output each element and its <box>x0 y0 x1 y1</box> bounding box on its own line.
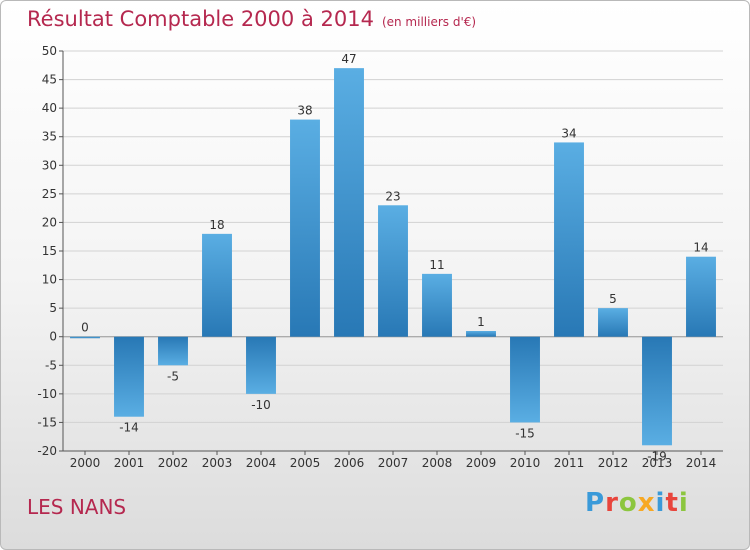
data-label-2012: 5 <box>609 292 617 306</box>
y-tick-label: 0 <box>49 330 57 344</box>
y-tick-label: 35 <box>42 130 57 144</box>
y-tick-label: 40 <box>42 101 57 115</box>
y-tick-label: 25 <box>42 187 57 201</box>
bar-2007[interactable] <box>378 205 408 337</box>
proxiti-logo[interactable]: Proxiti <box>585 488 689 518</box>
bar-2004[interactable] <box>246 336 276 394</box>
data-label-2009: 1 <box>477 315 485 329</box>
bar-2005[interactable] <box>290 119 320 337</box>
chart-subtitle: (en milliers d'€) <box>381 15 477 29</box>
logo-letter: x <box>637 488 656 518</box>
data-label-2003: 18 <box>209 218 224 232</box>
x-tick-label-2006: 2006 <box>334 456 365 470</box>
y-tick-label: 5 <box>49 301 57 315</box>
bar-2002[interactable] <box>158 336 188 366</box>
bar-2014[interactable] <box>686 256 716 337</box>
chart-title-text: Résultat Comptable 2000 à 2014 <box>27 7 374 31</box>
x-tick-label-2014: 2014 <box>686 456 717 470</box>
data-label-2001: -14 <box>119 421 139 435</box>
x-tick-label-2007: 2007 <box>378 456 409 470</box>
x-tick-label-2005: 2005 <box>290 456 321 470</box>
y-tick-label: 15 <box>42 244 57 258</box>
x-axis: 2000 2001 2002 2003 2004 2005 2006 2007 2008 2009… <box>63 450 723 470</box>
data-label-2006: 47 <box>341 52 356 66</box>
data-label-2014: 14 <box>693 241 708 255</box>
data-label-2002: -5 <box>167 369 179 383</box>
bar-2006[interactable] <box>334 68 364 337</box>
y-tick-label: -15 <box>37 415 57 429</box>
x-tick-label-2003: 2003 <box>202 456 233 470</box>
data-label-2000: 0 <box>81 321 89 335</box>
y-tick-label: 20 <box>42 215 57 229</box>
logo-letter: t <box>665 488 679 518</box>
logo-letter: o <box>618 488 638 518</box>
y-tick-label: -20 <box>37 444 57 458</box>
bar-2000[interactable] <box>70 336 100 339</box>
y-tick-label: -5 <box>45 358 57 372</box>
x-tick-label-2004: 2004 <box>246 456 277 470</box>
bar-2003[interactable] <box>202 233 232 337</box>
x-tick-label-2001: 2001 <box>114 456 145 470</box>
data-label-2011: 34 <box>561 126 576 140</box>
bar-2010[interactable] <box>510 336 540 423</box>
data-label-2005: 38 <box>297 104 312 118</box>
logo-letter: i <box>678 488 689 518</box>
data-label-2010: -15 <box>515 426 535 440</box>
x-tick-label-2008: 2008 <box>422 456 453 470</box>
x-tick-label-2013: 2013 <box>642 456 673 470</box>
data-label-2004: -10 <box>251 398 271 412</box>
x-tick-label-2000: 2000 <box>70 456 101 470</box>
bar-2012[interactable] <box>598 308 628 337</box>
x-tick-label-2011: 2011 <box>554 456 585 470</box>
data-label-2007: 23 <box>385 189 400 203</box>
logo-letter: r <box>605 488 619 518</box>
logo-letter: i <box>655 488 666 518</box>
commune-name: LES NANS <box>27 495 127 519</box>
logo-letter: P <box>585 488 606 518</box>
y-tick-label: 50 <box>42 44 57 58</box>
data-label-2008: 11 <box>429 258 444 272</box>
bar-2008[interactable] <box>422 273 452 337</box>
chart-title: Résultat Comptable 2000 à 2014 (en millie… <box>27 7 476 31</box>
x-tick-label-2002: 2002 <box>158 456 189 470</box>
y-tick-label: 10 <box>42 273 57 287</box>
bar-2013[interactable] <box>642 336 672 446</box>
bar-2001[interactable] <box>114 336 144 417</box>
bar-2009[interactable] <box>466 331 496 337</box>
y-tick-label: 45 <box>42 73 57 87</box>
y-tick-label: -10 <box>37 387 57 401</box>
bar-2011[interactable] <box>554 142 584 337</box>
x-tick-label-2012: 2012 <box>598 456 629 470</box>
y-tick-label: 30 <box>42 158 57 172</box>
x-tick-label-2009: 2009 <box>466 456 497 470</box>
data-label-2013: -19 <box>647 449 667 463</box>
x-tick-label-2010: 2010 <box>510 456 541 470</box>
